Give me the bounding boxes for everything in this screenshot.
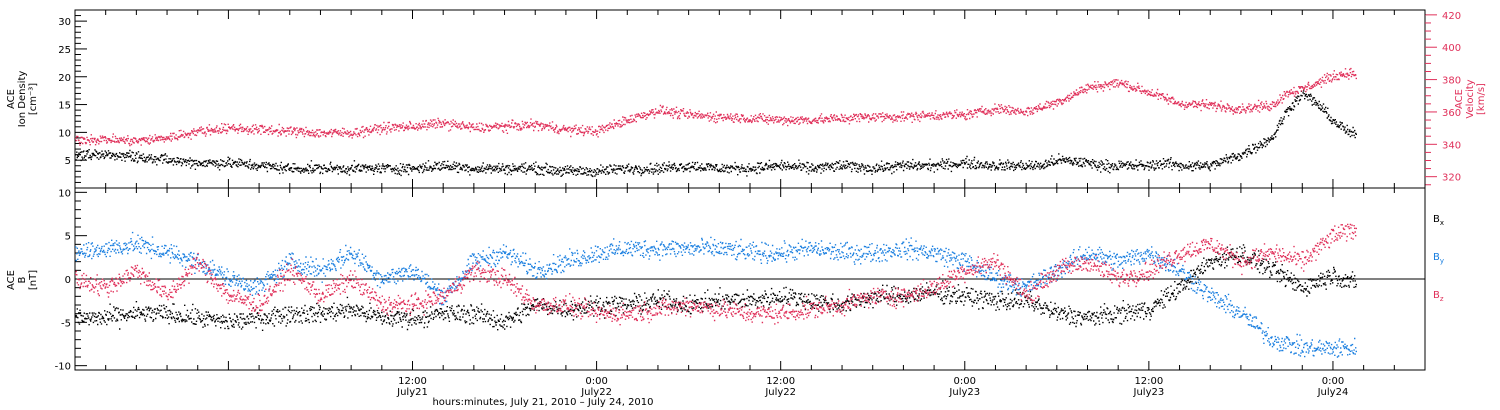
b-tick-label: 5 (65, 232, 71, 243)
b-tick-label: 0 (65, 275, 71, 286)
series-density (75, 86, 1357, 178)
velocity-tick-label: 420 (1442, 11, 1461, 22)
b-axis-label: B (17, 276, 28, 283)
time-axis: 12:00July210:00July2212:00July220:00July… (396, 376, 1348, 398)
series-density-points (75, 86, 1357, 178)
series-By-points (75, 231, 1357, 358)
velocity-tick-label: 380 (1442, 76, 1461, 87)
top-plot-frame (74, 9, 1426, 189)
legend-By: By (1433, 252, 1444, 265)
b-tick-label: -10 (55, 362, 71, 373)
x-tick-date: July23 (948, 387, 980, 398)
velocity-tick-label: 340 (1442, 140, 1461, 151)
series-Bx (75, 244, 1357, 331)
velocity-axis-label: ACE (1454, 89, 1465, 109)
x-tick-date: July21 (396, 387, 428, 398)
series-Bx-points (75, 244, 1357, 331)
velocity-tick-label: 360 (1442, 108, 1461, 119)
density-tick-label: 15 (58, 101, 71, 112)
legend-Bz: Bz (1433, 290, 1444, 303)
density-axis-label: Ion Density (17, 71, 28, 128)
x-tick-time: 12:00 (766, 376, 795, 387)
series-By (75, 231, 1357, 358)
x-tick-time: 12:00 (1134, 376, 1163, 387)
b-axis-label: [nT] (28, 270, 39, 290)
velocity-tick-label: 320 (1442, 173, 1461, 184)
series-Bz (75, 223, 1357, 326)
density-tick-label: 25 (58, 45, 71, 56)
series-velocity (75, 67, 1357, 147)
x-tick-date: July24 (1317, 387, 1349, 398)
x-tick-time: 0:00 (585, 376, 607, 387)
density-tick-label: 5 (65, 156, 71, 167)
x-tick-time: 0:00 (1322, 376, 1344, 387)
x-tick-date: July22 (580, 387, 612, 398)
density-tick-label: 10 (58, 128, 71, 139)
density-axis-label: [cm⁻³] (28, 83, 39, 115)
x-tick-date: July22 (764, 387, 796, 398)
series-velocity-points (75, 67, 1357, 147)
x-tick-time: 0:00 (954, 376, 976, 387)
velocity-axis-label: [km/s] (1476, 83, 1487, 115)
b-tick-label: 10 (58, 188, 71, 199)
density-axis-label: ACE (6, 89, 17, 109)
density-tick-label: 20 (58, 73, 71, 84)
legend-Bx: Bx (1433, 214, 1444, 227)
velocity-axis-label: Velocity (1465, 79, 1476, 118)
b-tick-label: -5 (61, 318, 71, 329)
velocity-tick-label: 400 (1442, 43, 1461, 54)
x-tick-date: July23 (1133, 387, 1165, 398)
x-tick-time: 12:00 (398, 376, 427, 387)
series-Bz-points (75, 223, 1357, 326)
density-tick-label: 30 (58, 17, 71, 28)
x-axis-label: hours:minutes, July 21, 2010 – July 24, … (432, 397, 653, 408)
bottom-panel-magnetic-field: -10 -5 0 5 10 ACE B [nT] Bx By Bz (6, 187, 1444, 373)
b-axis-label: ACE (6, 270, 17, 290)
